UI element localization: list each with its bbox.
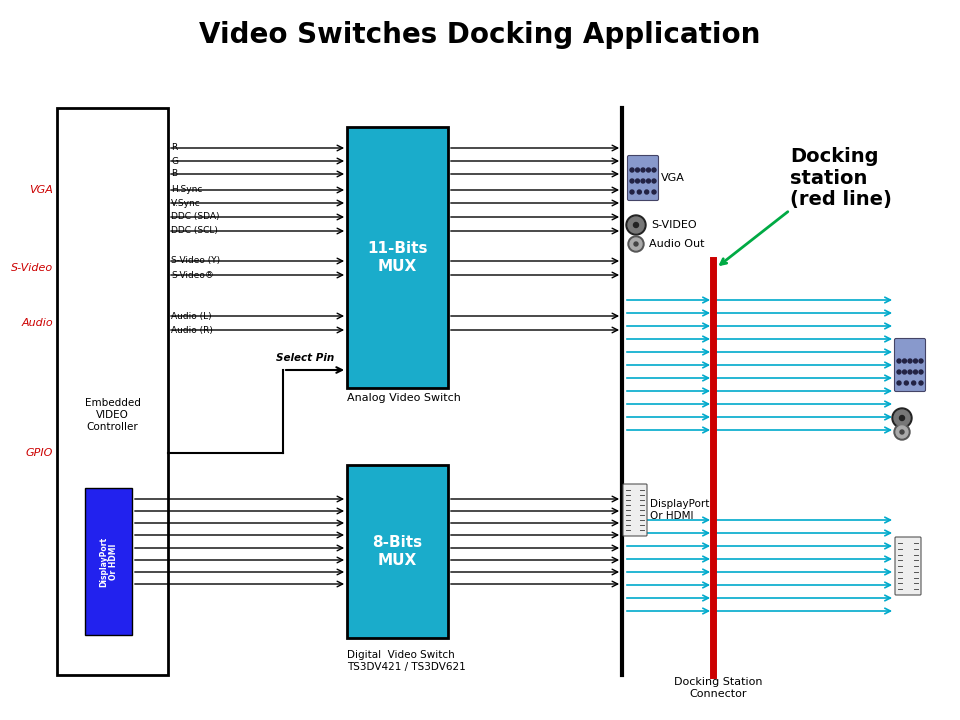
FancyBboxPatch shape bbox=[895, 537, 921, 595]
Bar bbox=[347, 127, 448, 388]
Circle shape bbox=[645, 190, 649, 194]
Text: VGA: VGA bbox=[661, 173, 684, 183]
Circle shape bbox=[652, 190, 656, 194]
Circle shape bbox=[894, 424, 910, 440]
Circle shape bbox=[646, 168, 651, 172]
Circle shape bbox=[919, 359, 923, 363]
Text: Audio: Audio bbox=[21, 318, 53, 328]
Circle shape bbox=[628, 217, 644, 233]
Circle shape bbox=[908, 359, 912, 363]
Circle shape bbox=[919, 370, 923, 374]
Circle shape bbox=[628, 236, 644, 252]
Circle shape bbox=[630, 238, 642, 250]
Text: B: B bbox=[171, 169, 178, 179]
Text: Video Switches Docking Application: Video Switches Docking Application bbox=[200, 21, 760, 49]
Circle shape bbox=[904, 381, 908, 385]
Text: S-Video: S-Video bbox=[11, 263, 53, 273]
Circle shape bbox=[902, 370, 906, 374]
Circle shape bbox=[896, 426, 908, 438]
Text: G: G bbox=[171, 156, 178, 166]
Text: 11-Bits
MUX: 11-Bits MUX bbox=[368, 241, 428, 274]
Circle shape bbox=[912, 381, 916, 385]
Circle shape bbox=[894, 410, 910, 426]
Text: V.Sync: V.Sync bbox=[171, 199, 201, 207]
Text: Digital  Video Switch
TS3DV421 / TS3DV621: Digital Video Switch TS3DV421 / TS3DV621 bbox=[347, 650, 466, 672]
FancyBboxPatch shape bbox=[628, 156, 659, 200]
Circle shape bbox=[900, 430, 904, 434]
Text: Audio (R): Audio (R) bbox=[171, 325, 213, 335]
Circle shape bbox=[634, 222, 638, 228]
Text: Docking
station
(red line): Docking station (red line) bbox=[790, 146, 892, 210]
Text: DDC (SCL): DDC (SCL) bbox=[171, 227, 218, 235]
Text: Audio (L): Audio (L) bbox=[171, 312, 211, 320]
Circle shape bbox=[630, 190, 634, 194]
Circle shape bbox=[914, 370, 918, 374]
FancyBboxPatch shape bbox=[895, 338, 925, 392]
Circle shape bbox=[641, 179, 645, 183]
Circle shape bbox=[897, 359, 901, 363]
FancyBboxPatch shape bbox=[623, 484, 647, 536]
Circle shape bbox=[892, 408, 912, 428]
Text: DDC (SDA): DDC (SDA) bbox=[171, 212, 220, 222]
Bar bbox=[57, 108, 168, 675]
Circle shape bbox=[919, 381, 923, 385]
Text: R: R bbox=[171, 143, 178, 153]
Bar bbox=[85, 488, 132, 635]
Circle shape bbox=[646, 179, 651, 183]
Text: DisplayPort
Or HDMI: DisplayPort Or HDMI bbox=[99, 536, 118, 587]
Circle shape bbox=[636, 168, 639, 172]
Text: S-Video (Y): S-Video (Y) bbox=[171, 256, 220, 266]
Circle shape bbox=[900, 415, 904, 420]
Text: GPIO: GPIO bbox=[26, 448, 53, 458]
Circle shape bbox=[626, 215, 646, 235]
Text: S-VIDEO: S-VIDEO bbox=[651, 220, 697, 230]
Text: Audio Out: Audio Out bbox=[649, 239, 705, 249]
Text: 8-Bits
MUX: 8-Bits MUX bbox=[372, 535, 422, 567]
Text: VGA: VGA bbox=[29, 185, 53, 195]
Circle shape bbox=[908, 370, 912, 374]
Text: H.Sync: H.Sync bbox=[171, 186, 203, 194]
Text: Docking Station
Connector: Docking Station Connector bbox=[674, 678, 762, 699]
Text: S-Video®: S-Video® bbox=[171, 271, 214, 279]
Text: Analog Video Switch: Analog Video Switch bbox=[347, 393, 461, 403]
Circle shape bbox=[636, 179, 639, 183]
Circle shape bbox=[641, 168, 645, 172]
Circle shape bbox=[630, 168, 634, 172]
Circle shape bbox=[637, 190, 641, 194]
Circle shape bbox=[902, 359, 906, 363]
Bar bbox=[347, 465, 448, 638]
Circle shape bbox=[630, 179, 634, 183]
Text: DisplayPort
Or HDMI: DisplayPort Or HDMI bbox=[650, 499, 709, 521]
Circle shape bbox=[914, 359, 918, 363]
Text: Select Pin: Select Pin bbox=[276, 353, 334, 363]
Circle shape bbox=[652, 168, 656, 172]
Circle shape bbox=[634, 242, 638, 246]
Text: Embedded
VIDEO
Controller: Embedded VIDEO Controller bbox=[84, 398, 140, 431]
Circle shape bbox=[897, 370, 901, 374]
Circle shape bbox=[652, 179, 656, 183]
Circle shape bbox=[897, 381, 901, 385]
